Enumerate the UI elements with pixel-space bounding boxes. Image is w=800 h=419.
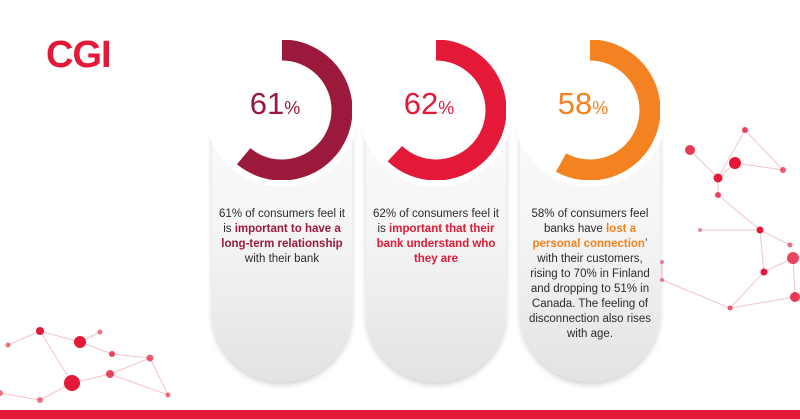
description-text-end: with their bank [244, 253, 320, 265]
percent-value: 62 [403, 86, 439, 121]
donut-ring: 58% [513, 33, 667, 187]
stat-card-lost-personal-connection: 58% 58% of consumers feel banks have los… [513, 33, 667, 382]
description-text: 62% of consumers feel it is [373, 208, 499, 235]
percent-sign: % [592, 98, 609, 118]
donut-arc [212, 40, 352, 180]
donut-ring: 62% [359, 33, 513, 187]
card-description: 61% of consumers feel it is important to… [216, 207, 348, 267]
description-highlight: important that their bank understand who… [376, 223, 496, 265]
donut-chart [212, 40, 352, 180]
percent-sign: % [438, 98, 455, 118]
percent-label: 61% [205, 88, 345, 119]
stat-card-understand-who-they-are: 62% 62% of consumers feel it is importan… [359, 33, 513, 382]
donut-ring: 61% [205, 33, 359, 187]
percent-value: 58 [557, 86, 593, 121]
brand-bottom-bar [0, 410, 800, 419]
description-text: 58% of consumers feel banks have [531, 208, 649, 235]
stat-card-long-term-relationship: 61% 61% of consumers feel it is importan… [205, 33, 359, 382]
percent-label: 62% [359, 88, 499, 119]
percent-sign: % [284, 98, 301, 118]
card-description: 62% of consumers feel it is important th… [370, 207, 502, 267]
percent-label: 58% [513, 88, 653, 119]
description-highlight: lost a personal connection [532, 223, 645, 250]
donut-chart [366, 40, 506, 180]
card-description: 58% of consumers feel banks have lost a … [524, 207, 656, 342]
donut-arc [520, 40, 660, 180]
donut-arc [366, 40, 506, 180]
cgi-logo: CGI [46, 34, 112, 76]
description-text: 61% of consumers feel it is [219, 208, 345, 235]
description-text-end: ’ with their customers, rising to 70% in… [528, 238, 652, 340]
description-highlight: important to have a long-term relationsh… [221, 223, 343, 250]
percent-value: 61 [249, 86, 285, 121]
donut-chart [520, 40, 660, 180]
